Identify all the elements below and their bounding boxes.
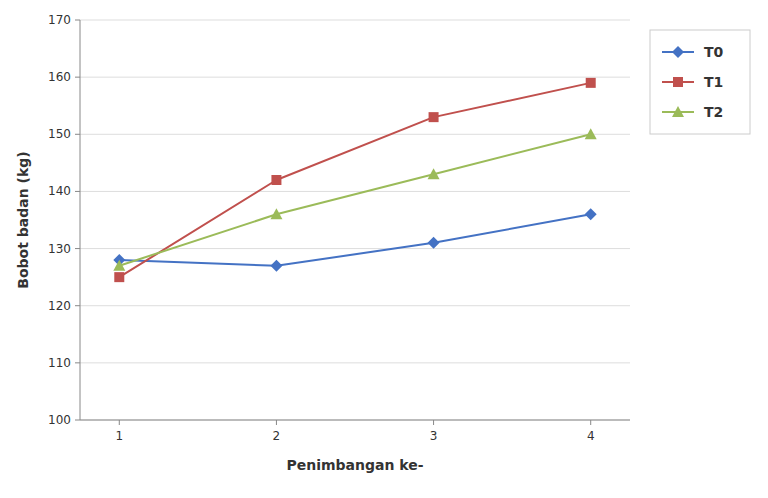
- point-marker: [270, 208, 282, 219]
- y-tick-label: 170: [48, 13, 71, 27]
- y-tick: [75, 191, 80, 192]
- legend-label: T1: [704, 74, 723, 90]
- grid-line: [80, 77, 630, 78]
- y-axis-line: [80, 20, 81, 420]
- point-marker: [113, 260, 125, 271]
- x-axis-line: [80, 420, 630, 421]
- grid-line: [80, 305, 630, 306]
- x-tick: [433, 420, 434, 425]
- point-marker: [428, 237, 440, 249]
- y-tick-label: 100: [48, 413, 71, 427]
- series-line: [119, 214, 590, 265]
- x-tick-label: 3: [430, 429, 438, 443]
- x-tick-label: 1: [115, 429, 123, 443]
- grid-line: [80, 362, 630, 363]
- y-tick: [75, 134, 80, 135]
- point-marker: [429, 112, 439, 122]
- x-tick-label: 4: [587, 429, 595, 443]
- y-tick: [75, 77, 80, 78]
- y-tick-label: 160: [48, 70, 71, 84]
- chart-svg: 100 110 120 130 140 150 160 170 1 2 3 4 Penimbangan …: [0, 0, 768, 498]
- grid: [80, 20, 630, 420]
- y-tick-label: 110: [48, 356, 71, 370]
- x-axis: 1 2 3 4: [80, 420, 630, 443]
- x-tick-label: 2: [273, 429, 281, 443]
- legend-label: T2: [704, 104, 723, 120]
- legend-marker: [672, 106, 684, 117]
- series-line: [119, 134, 590, 265]
- point-marker: [270, 260, 282, 272]
- series: [114, 78, 595, 282]
- y-tick: [75, 362, 80, 363]
- y-tick-label: 130: [48, 242, 71, 256]
- plot-area: [113, 78, 596, 282]
- grid-line: [80, 191, 630, 192]
- y-tick: [75, 248, 80, 249]
- y-tick: [75, 20, 80, 21]
- legend-label: T0: [704, 44, 724, 60]
- point-marker: [585, 128, 597, 139]
- grid-line: [80, 248, 630, 249]
- y-tick-label: 150: [48, 127, 71, 141]
- y-axis-label: Bobot badan (kg): [15, 151, 31, 288]
- grid-line: [80, 420, 630, 421]
- point-marker: [271, 175, 281, 185]
- legend-marker: [672, 46, 684, 58]
- legend: T0 T1 T2: [650, 30, 750, 134]
- x-tick: [276, 420, 277, 425]
- legend-box: [650, 30, 750, 134]
- series-line: [119, 83, 590, 277]
- x-tick: [590, 420, 591, 425]
- y-tick: [75, 305, 80, 306]
- series: [113, 128, 596, 270]
- grid-line: [80, 20, 630, 21]
- x-tick: [119, 420, 120, 425]
- y-tick-label: 120: [48, 299, 71, 313]
- point-marker: [586, 78, 596, 88]
- y-tick: [75, 420, 80, 421]
- series: [113, 208, 596, 271]
- grid-line: [80, 134, 630, 135]
- y-tick-label: 140: [48, 184, 71, 198]
- chart-container: 100 110 120 130 140 150 160 170 1 2 3 4 Penimbangan …: [0, 0, 768, 498]
- x-axis-label: Penimbangan ke-: [286, 457, 423, 473]
- point-marker: [428, 168, 440, 179]
- legend-marker: [673, 77, 683, 87]
- y-axis: 100 110 120 130 140 150 160 170: [48, 13, 80, 427]
- point-marker: [114, 272, 124, 282]
- point-marker: [585, 208, 597, 220]
